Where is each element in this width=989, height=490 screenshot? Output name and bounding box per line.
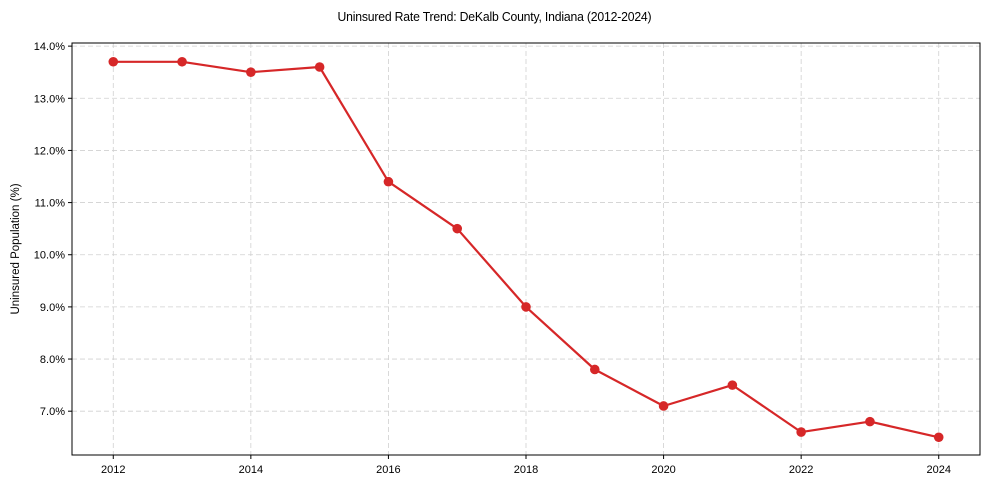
data-point-marker <box>865 416 875 427</box>
data-point-marker <box>452 223 463 234</box>
data-point-marker <box>589 364 600 375</box>
plot-frame <box>71 42 981 456</box>
data-point-marker <box>658 401 669 411</box>
data-series <box>108 56 944 443</box>
chart-title: Uninsured Rate Trend: DeKalb County, Ind… <box>337 9 652 24</box>
data-point-marker <box>246 67 256 78</box>
data-point-marker <box>521 302 531 312</box>
data-point-marker <box>108 56 119 67</box>
x-tick-label: 2018 <box>514 464 538 476</box>
x-tick-label: 2014 <box>239 464 263 476</box>
grid-lines <box>72 43 980 455</box>
y-tick-label: 10.0% <box>34 250 65 262</box>
y-axis: 7.0% 8.0% 9.0% 10.0% 11.0% 12.0% 13.0% 14.0% <box>34 41 72 418</box>
x-tick-label: 2012 <box>101 464 125 476</box>
y-tick-label: 13.0% <box>34 93 65 105</box>
y-axis-label: Uninsured Population (%) <box>10 183 22 314</box>
x-axis: 2012 2014 2016 2018 2020 2022 2024 <box>101 455 951 476</box>
x-tick-label: 2016 <box>376 464 400 476</box>
data-point-marker <box>933 432 944 443</box>
x-tick-label: 2022 <box>789 464 813 476</box>
data-point-marker <box>383 176 394 187</box>
x-tick-label: 2020 <box>651 464 675 476</box>
y-tick-label: 9.0% <box>40 302 65 314</box>
y-tick-label: 12.0% <box>34 145 65 157</box>
data-point-marker <box>314 62 325 72</box>
y-tick-label: 11.0% <box>35 198 66 210</box>
x-tick-label: 2024 <box>926 464 950 476</box>
y-tick-label: 7.0% <box>40 406 65 418</box>
y-tick-label: 14.0% <box>34 41 65 53</box>
data-point-marker <box>727 380 738 390</box>
y-tick-label: 8.0% <box>40 354 65 366</box>
data-point-marker <box>177 56 187 67</box>
data-point-marker <box>796 427 806 437</box>
